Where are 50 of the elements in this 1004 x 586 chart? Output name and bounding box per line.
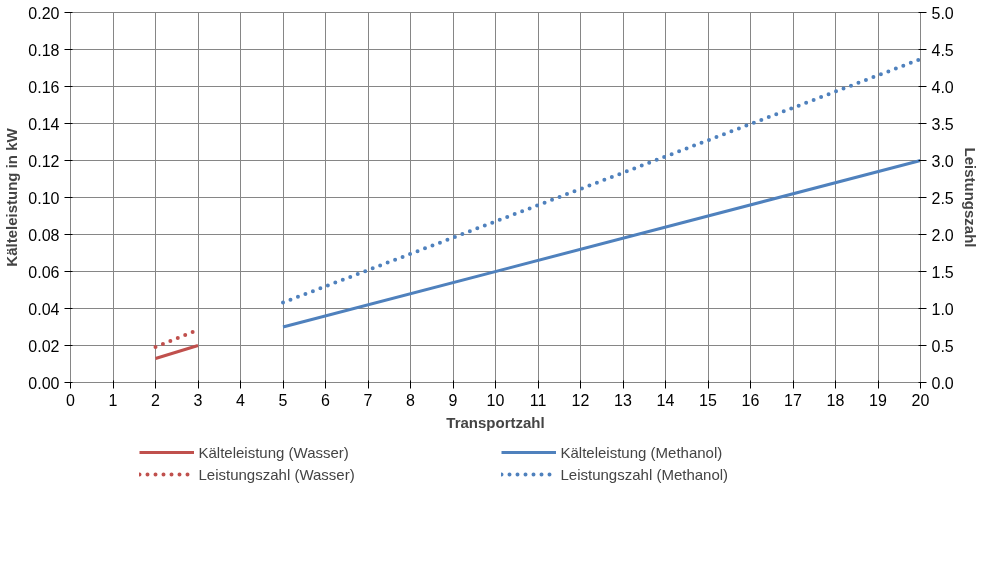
y-tick-label: 0.14 (28, 115, 60, 133)
x-tick-label: 13 (614, 391, 632, 409)
y-tick-label: 0.20 (28, 4, 60, 22)
y-tick-label: 0.12 (28, 152, 60, 170)
x-tick-label: 11 (529, 391, 547, 409)
x-tick-label: 3 (193, 391, 203, 409)
x-tick-label: 19 (869, 391, 887, 409)
x-tick-label: 1 (108, 391, 118, 409)
y2-tick-label: 2.0 (931, 226, 954, 244)
y-tick-label: 0.02 (28, 337, 60, 355)
x-tick-label: 14 (656, 391, 675, 409)
x-tick-label: 15 (699, 391, 717, 409)
x-tick-label: 5 (278, 391, 288, 409)
y2-tick-label: 5.0 (931, 4, 954, 22)
y-tick-label: 0.16 (28, 78, 60, 96)
x-tick-label: 8 (406, 391, 416, 409)
y2-tick-label: 1.0 (931, 300, 954, 318)
legend-label: Leistungszahl (Methanol) (560, 465, 730, 483)
x-tick-label: 6 (321, 391, 331, 409)
x-tick-label: 17 (784, 391, 802, 409)
x-tick-label: 7 (363, 391, 373, 409)
y-tick-label: 0.08 (28, 226, 60, 244)
x-tick-label: 12 (571, 391, 590, 409)
y2-tick-label: 0.0 (931, 374, 954, 392)
y2-tick-label: 2.5 (931, 189, 954, 207)
y2-tick-label: 4.5 (931, 41, 954, 59)
y-axis-title: Kälteleistung in kW (3, 127, 21, 267)
x-tick-label: 10 (486, 391, 505, 409)
y-tick-label: 0.10 (28, 189, 60, 207)
y-tick-label: 0.00 (28, 374, 60, 392)
x-tick-label: 18 (826, 391, 845, 409)
x-tick-label: 4 (236, 391, 246, 409)
y-tick-label: 0.06 (28, 263, 60, 281)
y2-tick-label: 4.0 (931, 78, 954, 96)
y2-axis-title: Leistungszahl (961, 147, 979, 248)
y2-tick-label: 1.5 (931, 263, 954, 281)
x-axis-title: Transportzahl (446, 413, 545, 431)
legend-label: Kälteleistung (Wasser) (198, 443, 350, 461)
y2-tick-label: 3.0 (931, 152, 954, 170)
legend-label: Kälteleistung (Methanol) (560, 443, 724, 461)
x-tick-label: 2 (151, 391, 161, 409)
y2-tick-label: 3.5 (931, 115, 954, 133)
x-tick-label: 0 (66, 391, 76, 409)
x-tick-label: 9 (448, 391, 458, 409)
legend-label: Leistungszahl (Wasser) (198, 465, 356, 483)
x-tick-label: 20 (911, 391, 930, 409)
y-tick-label: 0.18 (28, 41, 60, 59)
y-tick-label: 0.04 (28, 300, 60, 318)
y2-tick-label: 0.5 (931, 337, 954, 355)
x-tick-label: 16 (741, 391, 760, 409)
